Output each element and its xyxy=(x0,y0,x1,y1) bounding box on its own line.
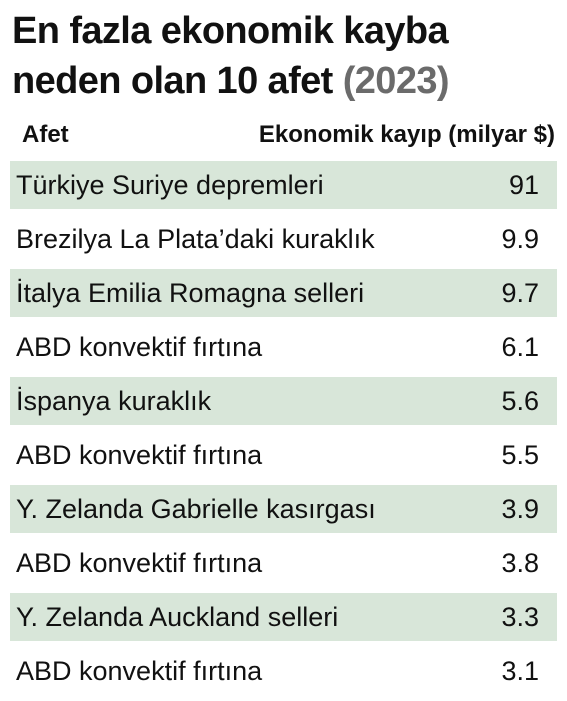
header-economic-loss: Ekonomik kayıp (milyar $) xyxy=(258,121,555,148)
table-row: ABD konvektif fırtına 5.5 xyxy=(0,431,567,479)
table-header: Afet Ekonomik kayıp (milyar $) xyxy=(0,115,567,155)
row-loss-value: 9.9 xyxy=(501,224,539,254)
row-loss-value: 91 xyxy=(508,170,539,200)
row-disaster-name: Brezilya La Plata’daki kuraklık xyxy=(16,224,375,254)
row-disaster-name: İspanya kuraklık xyxy=(16,386,212,416)
row-disaster-name: ABD konvektif fırtına xyxy=(16,440,263,470)
row-disaster-name: Türkiye Suriye depremleri xyxy=(16,170,324,200)
row-loss-value: 3.1 xyxy=(501,656,539,686)
row-disaster-name: ABD konvektif fırtına xyxy=(16,656,263,686)
table-row: Türkiye Suriye depremleri 91 xyxy=(10,161,557,209)
row-disaster-name: ABD konvektif fırtına xyxy=(16,548,263,578)
row-disaster-name: ABD konvektif fırtına xyxy=(16,332,263,362)
table-row: Brezilya La Plata’daki kuraklık 9.9 xyxy=(0,215,567,263)
title-main: En fazla ekonomik kayba neden olan 10 af… xyxy=(12,10,449,102)
table-row: ABD konvektif fırtına 3.8 xyxy=(0,539,567,587)
row-disaster-name: Y. Zelanda Gabrielle kasırgası xyxy=(16,494,376,524)
row-disaster-name: Y. Zelanda Auckland selleri xyxy=(16,602,339,632)
table-row: Y. Zelanda Auckland selleri 3.3 xyxy=(10,593,557,641)
disaster-table: Türkiye Suriye depremleri 91 Brezilya La… xyxy=(0,161,567,701)
row-loss-value: 9.7 xyxy=(501,278,539,308)
row-loss-value: 6.1 xyxy=(501,332,539,362)
row-loss-value: 5.6 xyxy=(501,386,539,416)
title-year: (2023) xyxy=(342,60,450,102)
row-loss-value: 3.3 xyxy=(501,602,539,632)
row-loss-value: 3.9 xyxy=(501,494,539,524)
row-loss-value: 3.8 xyxy=(501,548,539,578)
table-row: İspanya kuraklık 5.6 xyxy=(10,377,557,425)
table-row: ABD konvektif fırtına 3.1 xyxy=(0,647,567,695)
header-disaster: Afet xyxy=(22,121,69,148)
row-disaster-name: İtalya Emilia Romagna selleri xyxy=(16,278,365,308)
table-row: İtalya Emilia Romagna selleri 9.7 xyxy=(10,269,557,317)
row-loss-value: 5.5 xyxy=(501,440,539,470)
page-title: En fazla ekonomik kayba neden olan 10 af… xyxy=(12,6,557,106)
table-row: ABD konvektif fırtına 6.1 xyxy=(0,323,567,371)
table-row: Y. Zelanda Gabrielle kasırgası 3.9 xyxy=(10,485,557,533)
